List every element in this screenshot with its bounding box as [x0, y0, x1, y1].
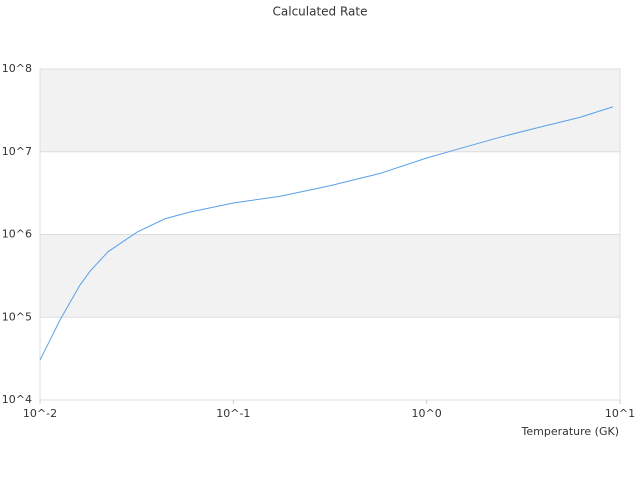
y-tick-label: 10^5 — [2, 310, 32, 323]
plot-band — [40, 69, 620, 152]
x-tick-label: 10^-2 — [23, 407, 57, 420]
chart-title: Calculated Rate — [273, 5, 368, 19]
y-tick-label: 10^7 — [2, 145, 32, 158]
x-tick-label: 10^-1 — [216, 407, 250, 420]
x-tick-label: 10^1 — [605, 407, 635, 420]
x-tick-label: 10^0 — [412, 407, 442, 420]
x-axis-label: Temperature (GK) — [521, 425, 620, 438]
data-line — [39, 106, 614, 361]
y-tick-label: 10^4 — [2, 393, 32, 406]
plot-band — [40, 234, 620, 318]
y-tick-label: 10^6 — [2, 228, 32, 241]
y-tick-label: 10^8 — [2, 62, 32, 75]
